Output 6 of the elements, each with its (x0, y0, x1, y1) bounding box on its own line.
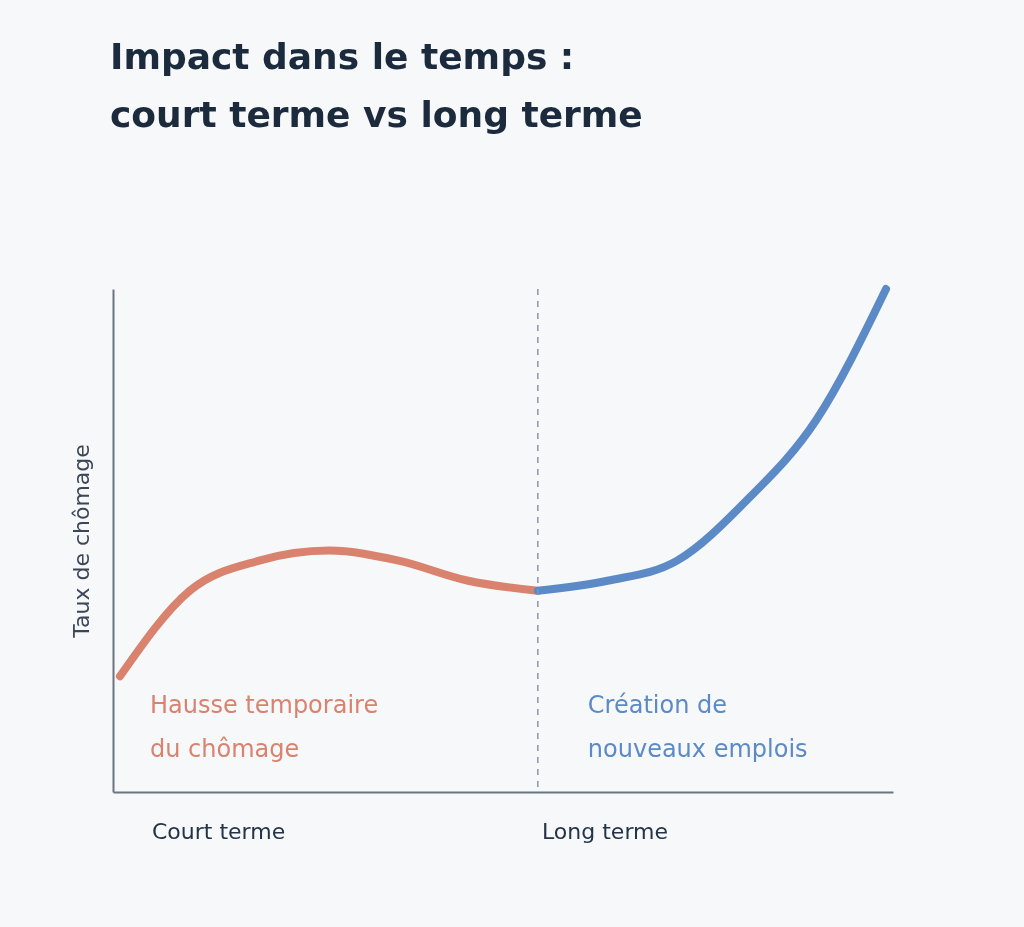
text: Création de nouveaux emplois (587, 691, 808, 764)
text: Long terme (542, 819, 669, 844)
chart-title: Impact dans le temps : court terme vs long terme (110, 36, 643, 135)
series-label: Hausse temporaire du chômage (149, 691, 379, 764)
y-axis-title: Taux de chômage (68, 444, 94, 639)
text: Court terme (152, 819, 286, 844)
